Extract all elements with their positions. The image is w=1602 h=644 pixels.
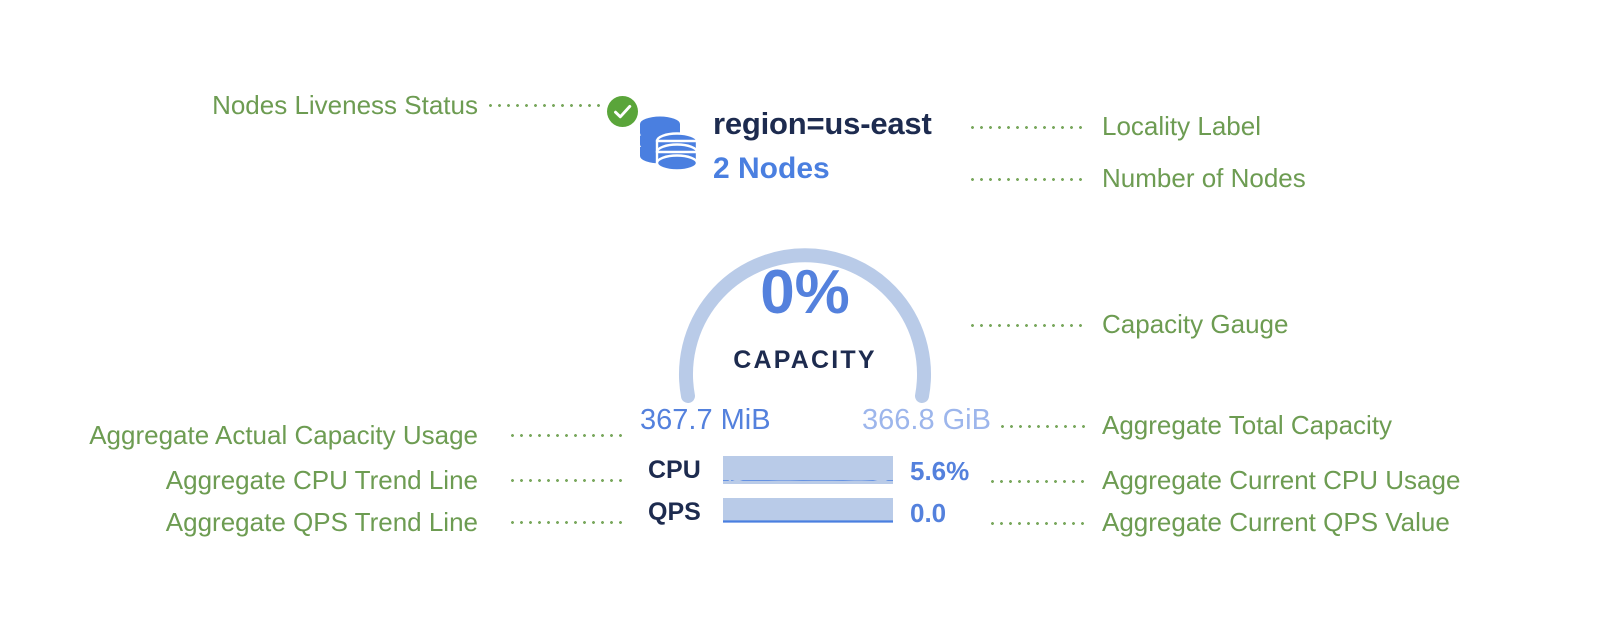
annotation-aggregate-current-cpu-usage: Aggregate Current CPU Usage — [1102, 465, 1461, 495]
leader-line-aggregate-total-capacity — [998, 425, 1088, 428]
leader-line-aggregate-current-qps-value — [988, 522, 1088, 525]
annotation-capacity-gauge: Capacity Gauge — [1102, 309, 1289, 339]
locality-label: region=us-east — [713, 106, 932, 141]
leader-line-capacity-gauge — [968, 324, 1086, 327]
leader-line-aggregate-cpu-trend-line — [508, 479, 626, 482]
qps-sparkline — [723, 498, 893, 526]
leader-line-aggregate-qps-trend-line — [508, 521, 626, 524]
annotation-locality-label: Locality Label — [1102, 111, 1261, 141]
leader-line-locality-label — [968, 126, 1086, 129]
annotation-aggregate-total-capacity: Aggregate Total Capacity — [1102, 410, 1393, 440]
metric-row-qps: QPS 0.0 — [648, 498, 1048, 528]
metric-label-qps: QPS — [648, 498, 701, 526]
annotation-aggregate-current-qps-value: Aggregate Current QPS Value — [1102, 507, 1450, 537]
leader-line-nodes-liveness-status — [486, 104, 604, 107]
node-count-label: 2 Nodes — [713, 152, 830, 185]
capacity-gauge-arc — [679, 248, 931, 403]
metric-value-cpu: 5.6% — [910, 456, 970, 486]
annotation-nodes-liveness-status: Nodes Liveness Status — [212, 90, 478, 120]
nodes-liveness-status-icon — [607, 96, 638, 127]
cpu-sparkline — [723, 456, 893, 484]
capacity-gauge: 0% CAPACITY — [650, 200, 960, 405]
annotation-aggregate-cpu-trend-line: Aggregate CPU Trend Line — [165, 465, 478, 495]
database-stack-icon — [636, 110, 700, 180]
leader-line-aggregate-current-cpu-usage — [988, 480, 1088, 483]
capacity-gauge-caption: CAPACITY — [733, 346, 877, 374]
capacity-gauge-value: 0% — [760, 258, 850, 327]
metric-value-qps: 0.0 — [910, 498, 947, 528]
leader-line-aggregate-actual-capacity-usage — [508, 434, 626, 437]
metric-label-cpu: CPU — [648, 456, 701, 484]
aggregate-total-capacity-value: 366.8 GiB — [862, 404, 991, 436]
annotation-number-of-nodes: Number of Nodes — [1102, 163, 1306, 193]
annotation-aggregate-actual-capacity-usage: Aggregate Actual Capacity Usage — [89, 420, 478, 450]
annotation-aggregate-qps-trend-line: Aggregate QPS Trend Line — [165, 507, 478, 537]
aggregate-actual-capacity-usage-value: 367.7 MiB — [640, 404, 771, 436]
metric-row-cpu: CPU 5.6% — [648, 456, 1048, 486]
node-header: region=us-east 2 Nodes — [636, 96, 976, 192]
leader-line-number-of-nodes — [968, 178, 1086, 181]
